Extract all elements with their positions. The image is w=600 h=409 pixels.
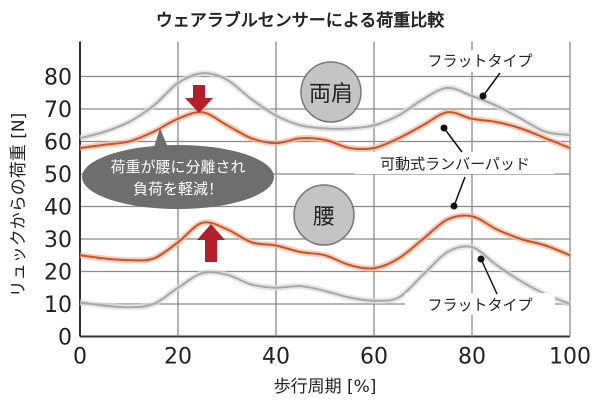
- x-tick-label: 40: [262, 345, 290, 370]
- x-axis-label: 歩行周期 [%]: [274, 377, 377, 397]
- leader-line: [480, 258, 498, 295]
- y-tick-label: 70: [44, 98, 72, 123]
- up-arrow-icon: [197, 224, 225, 262]
- x-tick-label: 60: [360, 345, 388, 370]
- shoulder-badge: [300, 61, 362, 123]
- x-tick-label: 80: [458, 345, 486, 370]
- y-tick-label: 20: [44, 261, 72, 286]
- leader-line: [482, 72, 501, 97]
- y-tick-label: 30: [44, 228, 72, 253]
- waist-badge: [293, 184, 355, 246]
- y-tick-label: 40: [44, 196, 72, 221]
- down-arrow-icon: [185, 85, 213, 113]
- bubble-line2: 負荷を軽減！: [133, 180, 223, 198]
- series-line-shoulder-lumbar-pad: [79, 111, 571, 151]
- y-tick-label: 0: [58, 326, 72, 351]
- y-tick-label: 10: [44, 293, 72, 318]
- series-line-waist-lumbar-pad: [79, 214, 571, 270]
- shoulder-badge-text: 両肩: [309, 82, 353, 107]
- callout-bubble: [82, 145, 274, 209]
- leader-dot: [477, 255, 485, 263]
- x-tick-label: 0: [73, 345, 87, 370]
- leader-dot: [450, 202, 458, 210]
- series-line-shoulder-flat: [79, 72, 571, 140]
- leader-dot: [479, 92, 487, 100]
- x-tick-label: 20: [164, 345, 192, 370]
- chart-title: ウェアラブルセンサーによる荷重比較: [156, 10, 445, 31]
- leader-dot: [440, 124, 448, 132]
- y-tick-label: 80: [44, 66, 72, 91]
- waist-badge-text: 腰: [313, 205, 335, 230]
- leader-line: [443, 127, 463, 153]
- y-tick-label: 50: [44, 163, 72, 188]
- y-axis-label: リュックからの荷重 [N]: [9, 113, 29, 297]
- lumbar-label: 可動式ランバーパッド: [380, 155, 530, 173]
- flat-label-bottom: フラットタイプ: [427, 296, 532, 314]
- y-tick-label: 60: [44, 131, 72, 156]
- x-tick-label: 100: [549, 345, 591, 370]
- flat-label-top: フラットタイプ: [427, 52, 532, 70]
- series-line-waist-flat: [79, 245, 571, 309]
- leader-line: [453, 176, 466, 207]
- bubble-line1: 荷重が腰に分離され: [110, 158, 245, 176]
